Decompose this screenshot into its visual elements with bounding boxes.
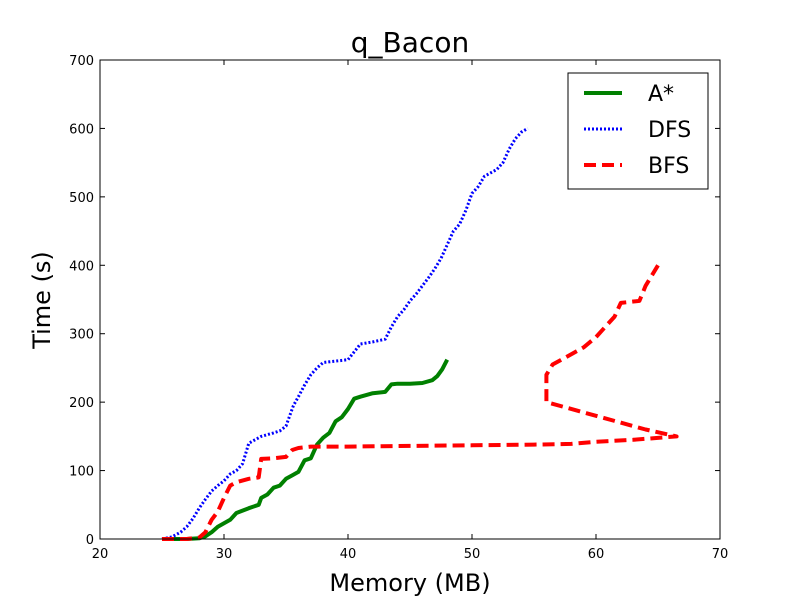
y-tick-label: 100	[69, 465, 94, 480]
series-line-bfs	[162, 264, 679, 541]
x-tick-label: 20	[92, 547, 109, 562]
y-tick-label: 600	[69, 122, 94, 137]
legend-label: A*	[648, 82, 674, 107]
y-tick-label: 500	[69, 191, 94, 206]
y-tick-label: 200	[69, 396, 94, 411]
legend-label: DFS	[648, 118, 691, 143]
chart-title: q_Bacon	[351, 26, 469, 59]
series-line-a	[162, 358, 449, 541]
x-tick-label: 50	[464, 547, 481, 562]
series-layer	[161, 127, 679, 541]
y-tick-label: 700	[69, 54, 94, 69]
x-tick-label: 30	[216, 547, 233, 562]
y-tick-label: 0	[86, 533, 94, 548]
legend-items: A* DFS BFS	[584, 82, 691, 179]
plot-frame	[99, 59, 721, 540]
legend-label: BFS	[648, 154, 689, 179]
series-line-dfs	[161, 127, 529, 541]
y-tick-label: 300	[69, 328, 94, 343]
y-axis-title: Time (s)	[28, 251, 56, 350]
legend: A* DFS BFS	[567, 72, 709, 190]
x-tick-label: 40	[340, 547, 357, 562]
y-tick-label: 400	[69, 259, 94, 274]
x-axis-title: Memory (MB)	[329, 569, 490, 597]
x-tick-label: 60	[588, 547, 605, 562]
x-tick-label: 70	[712, 547, 729, 562]
